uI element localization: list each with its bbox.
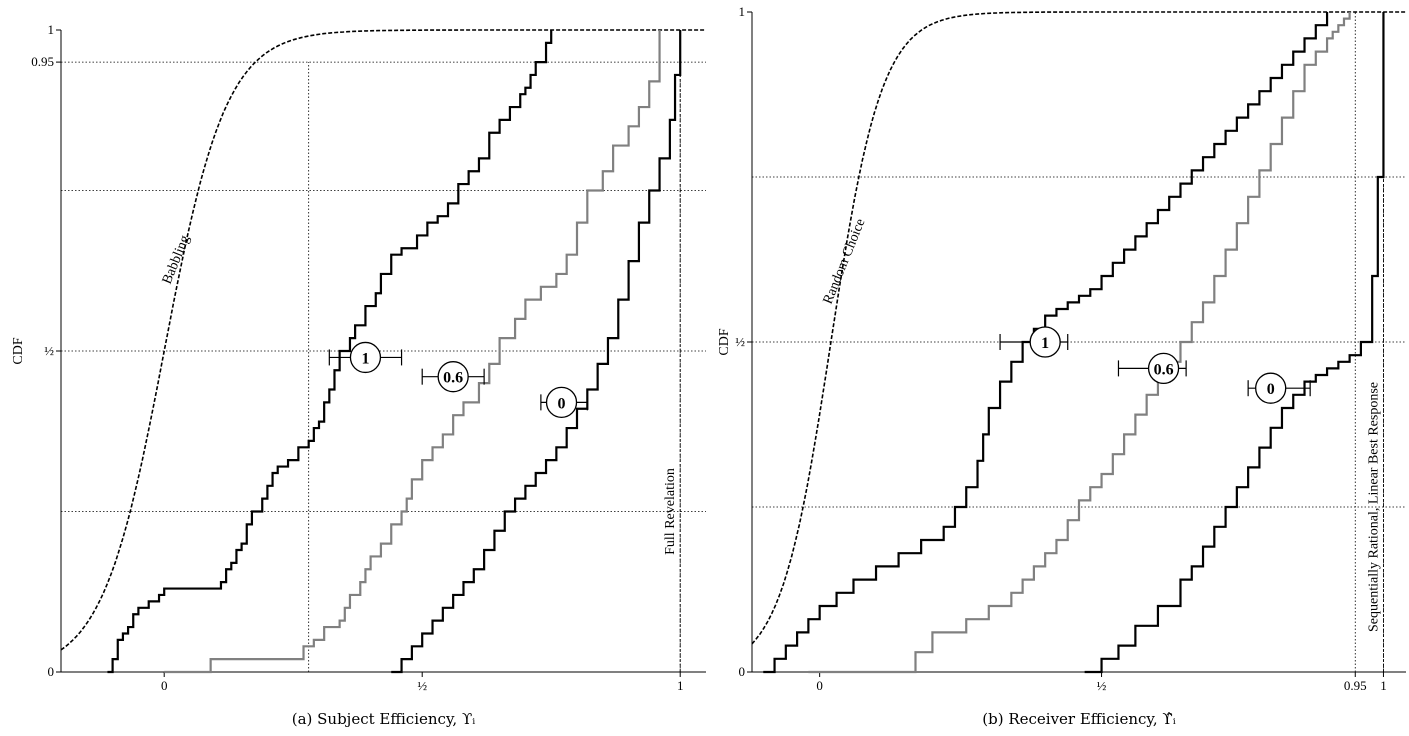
x-tick-label: ½ — [1097, 678, 1107, 693]
error-bar-marker — [1029, 326, 1061, 358]
x-tick-label: 0 — [161, 678, 168, 693]
x-tick-label: 1 — [677, 678, 684, 693]
y-tick-label: 0.95 — [31, 54, 54, 69]
reference-label: Sequentially Rational, Linear Best Respo… — [1366, 382, 1381, 632]
y-tick-label: ½ — [44, 343, 54, 358]
y-tick-label: 0 — [48, 664, 55, 679]
panel-caption: (a) Subject Efficiency, ϒᵢ — [292, 710, 476, 728]
error-bar-marker — [437, 361, 469, 393]
y-axis-label: CDF — [11, 337, 26, 364]
x-tick-label: 1 — [1380, 678, 1387, 693]
error-bar-label: 1 — [361, 350, 369, 367]
error-bar-label: 0.6 — [1154, 361, 1174, 378]
error-bar-label: 1 — [1041, 335, 1049, 352]
error-bar-label: 0.6 — [443, 370, 463, 387]
panel-b-receiver-efficiency: 0 ½ 0.95 1 0 ½ 1 CDF (b) Receiver Efficiency, ϒ̂… — [717, 4, 1406, 728]
series-step-line-0 — [1084, 12, 1385, 674]
x-tick-label: ½ — [417, 678, 427, 693]
panel-caption: (b) Receiver Efficiency, ϒ̂ᵢ — [982, 710, 1175, 728]
series-step-line-1 — [763, 12, 1329, 674]
y-tick-label: ½ — [735, 334, 745, 349]
x-tick-label: 0 — [816, 678, 823, 693]
y-tick-label: 0 — [739, 664, 746, 679]
error-bar-label: 0 — [558, 395, 566, 412]
x-tick-label: 0.95 — [1344, 678, 1367, 693]
panel-a-subject-efficiency: 0 ½ 1 0 ½ 0.95 1 CDF (a) Subject Efficiency, ϒᵢ B… — [11, 22, 706, 728]
reference-curve — [751, 11, 1406, 645]
reference-label: Random Choice — [821, 217, 869, 307]
y-axis-label: CDF — [717, 328, 732, 355]
error-bar-marker — [1147, 352, 1180, 385]
reference-label: Full Revelation — [663, 468, 678, 555]
y-tick-label: 1 — [739, 4, 746, 19]
reference-curve — [60, 29, 706, 651]
error-bar-label: 0 — [1267, 381, 1275, 398]
error-bar-marker — [1255, 372, 1287, 404]
reference-label: Babbling — [160, 233, 193, 286]
series-step-line-0.6 — [164, 30, 661, 674]
y-tick-label: 1 — [48, 22, 55, 37]
error-bar-marker — [545, 386, 578, 419]
series-step-line-0 — [391, 30, 682, 674]
series-step-line-1 — [107, 30, 553, 674]
error-bar-marker — [349, 341, 382, 374]
